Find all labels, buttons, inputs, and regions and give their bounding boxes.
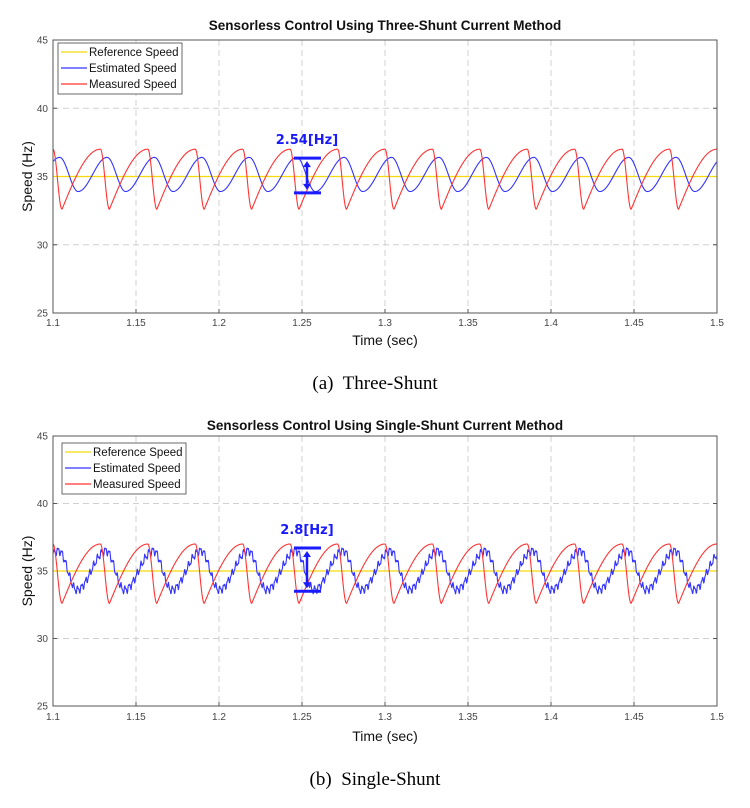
- annotation: 2.8[Hz]: [280, 523, 334, 593]
- x-tick-label: 1.45: [624, 712, 644, 723]
- arrow-up-icon: [302, 551, 311, 558]
- arrow-down-icon: [302, 582, 311, 589]
- y-tick-label: 35: [37, 567, 49, 578]
- legend-label: Measured Speed: [89, 79, 177, 91]
- chart-title: Sensorless Control Using Three-Shunt Cur…: [209, 18, 562, 33]
- x-tick-label: 1.5: [710, 318, 724, 329]
- x-tick-label: 1.2: [212, 712, 226, 723]
- legend-label: Estimated Speed: [89, 63, 177, 75]
- y-tick-label: 40: [37, 499, 49, 510]
- axes-box: [52, 435, 718, 707]
- arrow-down-icon: [302, 183, 311, 190]
- y-tick-label: 45: [37, 432, 49, 443]
- legend-label: Measured Speed: [93, 479, 181, 491]
- y-tick-label: 30: [37, 634, 49, 645]
- figure-caption: (a) Three-Shunt: [312, 373, 438, 394]
- x-tick-label: 1.2: [212, 318, 226, 329]
- annotation-label: 2.8[Hz]: [280, 523, 333, 538]
- y-tick-label: 25: [37, 309, 49, 320]
- x-tick-label: 1.25: [292, 318, 312, 329]
- chart-title: Sensorless Control Using Single-Shunt Cu…: [207, 418, 563, 433]
- x-tick-label: 1.15: [126, 712, 146, 723]
- series-group: [53, 148, 717, 210]
- x-tick-label: 1.45: [624, 318, 644, 329]
- arrow-up-icon: [302, 161, 311, 168]
- y-tick-label: 30: [37, 240, 49, 251]
- x-tick-label: 1.35: [458, 318, 478, 329]
- x-tick-label: 1.15: [126, 318, 146, 329]
- legend-label: Estimated Speed: [93, 463, 181, 475]
- y-tick-label: 40: [37, 104, 49, 115]
- legend: Reference Speed Estimated Speed Measured S…: [61, 442, 187, 495]
- annotation: 2.54[Hz]: [276, 133, 338, 195]
- chart-three-shunt: 1.1 1.15 1.2 1.25 1.3 1.35 1.4 1.45 1.5 25 30 35 40 4…: [19, 18, 724, 394]
- y-axis-label: Speed (Hz): [19, 536, 35, 607]
- figure-caption: (b) Single-Shunt: [310, 769, 442, 790]
- y-tick-label: 35: [37, 172, 49, 183]
- x-tick-label: 1.1: [46, 318, 60, 329]
- x-tick-label: 1.5: [710, 712, 724, 723]
- x-tick-label: 1.4: [544, 712, 558, 723]
- legend-label: Reference Speed: [89, 47, 179, 59]
- chart-single-shunt: 1.1 1.15 1.2 1.25 1.3 1.35 1.4 1.45 1.5 25 30 35 40 4…: [19, 418, 724, 790]
- legend: Reference Speed Estimated Speed Measured S…: [57, 42, 183, 95]
- series-line-measured-speed: [53, 543, 717, 604]
- series-group: [53, 543, 717, 604]
- x-axis-label: Time (sec): [352, 332, 418, 348]
- annotation-label: 2.54[Hz]: [276, 133, 338, 148]
- y-tick-label: 45: [37, 36, 49, 47]
- x-tick-label: 1.4: [544, 318, 558, 329]
- x-tick-label: 1.3: [378, 318, 392, 329]
- x-tick-label: 1.1: [46, 712, 60, 723]
- x-tick-label: 1.3: [378, 712, 392, 723]
- x-tick-label: 1.25: [292, 712, 312, 723]
- x-tick-label: 1.35: [458, 712, 478, 723]
- y-tick-label: 25: [37, 702, 49, 713]
- legend-label: Reference Speed: [93, 447, 183, 459]
- series-line-estimated-speed: [53, 547, 717, 595]
- x-axis-label: Time (sec): [352, 728, 418, 744]
- series-line-measured-speed: [53, 148, 717, 210]
- axes-box: [52, 39, 718, 314]
- y-axis-label: Speed (Hz): [19, 141, 35, 212]
- series-line-estimated-speed: [53, 156, 717, 193]
